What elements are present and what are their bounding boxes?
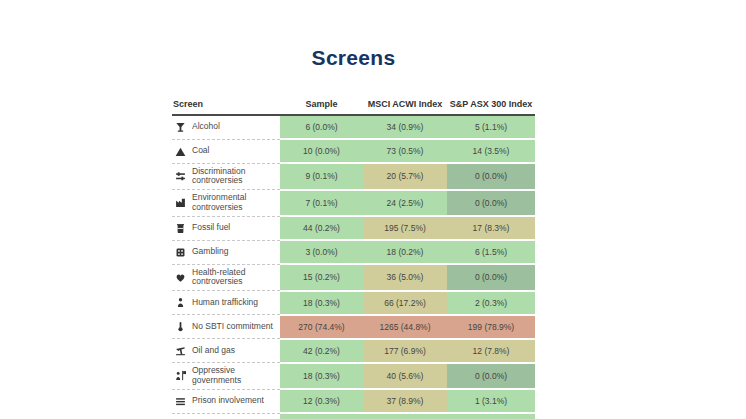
value-cell: 3 (0.2%) xyxy=(447,413,535,419)
table-row: Gambling 3 (0.0%)18 (0.2%)6 (1.5%) xyxy=(172,240,535,264)
screen-label: Oil and gas xyxy=(192,346,235,356)
value-cell: 0 (0.0%) xyxy=(447,190,535,217)
value-cell: 18 (0.3%) xyxy=(280,363,363,390)
screen-label: Human trafficking xyxy=(192,298,258,308)
value-cell: 18 (0.2%) xyxy=(363,240,447,264)
value-cell: 0 (0.0%) xyxy=(447,163,535,190)
screen-label: Fossil fuel xyxy=(192,223,230,233)
screen-label-cell: Human trafficking xyxy=(172,291,280,315)
screen-label: Alcohol xyxy=(192,122,220,132)
table-row: Fossil fuel 44 (0.2%)195 (7.5%)17 (8.3%) xyxy=(172,216,535,240)
value-cell: 66 (17.2%) xyxy=(363,291,447,315)
page-title: Screens xyxy=(172,46,535,70)
value-cell: 12 (0.3%) xyxy=(280,389,363,413)
screen-label-cell: Prison involvement xyxy=(172,389,280,413)
value-cell: 44 (0.2%) xyxy=(280,216,363,240)
value-cell: 12 (7.8%) xyxy=(447,339,535,363)
table-row: Alcohol 6 (0.0%)34 (0.9%)5 (1.1%) xyxy=(172,115,535,139)
screen-label: Health-related controversies xyxy=(192,268,278,288)
prison-bars-icon xyxy=(175,396,186,407)
value-cell: 36 (5.0%) xyxy=(363,264,447,291)
value-cell: 13 (0.8%) xyxy=(363,413,447,419)
table-row: Coal 10 (0.0%)73 (0.5%)14 (3.5%) xyxy=(172,139,535,163)
screen-label: Oppressive governments xyxy=(192,366,278,386)
value-cell: 3 (0.0%) xyxy=(280,240,363,264)
screen-label-cell: Oil and gas xyxy=(172,339,280,363)
factory-icon xyxy=(175,197,186,208)
value-cell: 6 (0.0%) xyxy=(280,115,363,139)
sliders-icon xyxy=(175,171,186,182)
value-cell: 18 (0.3%) xyxy=(280,291,363,315)
table-row: Prison involvement 12 (0.3%)37 (8.9%)1 (3… xyxy=(172,389,535,413)
value-cell: 14 (3.5%) xyxy=(447,139,535,163)
report-section: Screens Screen Sample MSCI ACWI Index S&… xyxy=(172,46,535,419)
oil-barrel-icon xyxy=(175,223,186,234)
screen-label-cell: No SBTI commitment xyxy=(172,315,280,339)
screen-label: Gambling xyxy=(192,247,228,257)
value-cell: 199 (78.9%) xyxy=(447,315,535,339)
screen-label-cell: Oppressive governments xyxy=(172,363,280,390)
screen-label-cell: Tobacco xyxy=(172,413,280,419)
mountain-icon xyxy=(175,146,186,157)
value-cell: 270 (74.4%) xyxy=(280,315,363,339)
person-icon xyxy=(175,297,186,308)
value-cell: 17 (8.3%) xyxy=(447,216,535,240)
value-cell: 15 (0.2%) xyxy=(280,264,363,291)
value-cell: 42 (0.2%) xyxy=(280,339,363,363)
value-cell: 0 (0.0%) xyxy=(447,264,535,291)
value-cell: 10 (0.0%) xyxy=(280,139,363,163)
table-row: Health-related controversies15 (0.2%)36 … xyxy=(172,264,535,291)
person-flag-icon xyxy=(175,370,186,381)
value-cell: 0 (0.0%) xyxy=(447,363,535,390)
value-cell: 7 (0.1%) xyxy=(280,190,363,217)
value-cell: 34 (0.9%) xyxy=(363,115,447,139)
dice-icon xyxy=(175,247,186,258)
screen-label-cell: Health-related controversies xyxy=(172,264,280,291)
value-cell: 6 (1.5%) xyxy=(447,240,535,264)
thermometer-icon xyxy=(175,321,186,332)
value-cell: 5 (1.1%) xyxy=(447,115,535,139)
value-cell: 37 (8.9%) xyxy=(363,389,447,413)
screen-label-cell: Coal xyxy=(172,139,280,163)
pump-jack-icon xyxy=(175,345,186,356)
table-row: Oil and gas 42 (0.2%)177 (6.9%)12 (7.8%) xyxy=(172,339,535,363)
table-row: Oppressive governments18 (0.3%)40 (5.6%)… xyxy=(172,363,535,390)
table-row: Tobacco2 (0.0%)13 (0.8%)3 (0.2%) xyxy=(172,413,535,419)
heart-icon xyxy=(175,272,186,283)
value-cell: 24 (2.5%) xyxy=(363,190,447,217)
screens-table: Screen Sample MSCI ACWI Index S&P ASX 30… xyxy=(172,99,535,419)
value-cell: 2 (0.0%) xyxy=(280,413,363,419)
value-cell: 20 (5.7%) xyxy=(363,163,447,190)
table-row: No SBTI commitment 270 (74.4%)1265 (44.8%… xyxy=(172,315,535,339)
value-cell: 177 (6.9%) xyxy=(363,339,447,363)
value-cell: 1 (3.1%) xyxy=(447,389,535,413)
screen-label: Coal xyxy=(192,146,209,156)
screen-label-cell: Gambling xyxy=(172,240,280,264)
value-cell: 40 (5.6%) xyxy=(363,363,447,390)
value-cell: 2 (0.3%) xyxy=(447,291,535,315)
column-header-sp-asx-300: S&P ASX 300 Index xyxy=(447,99,535,115)
value-cell: 73 (0.5%) xyxy=(363,139,447,163)
screen-label: Environmental controversies xyxy=(192,193,278,213)
table-row: Environmental controversies7 (0.1%)24 (2… xyxy=(172,190,535,217)
screen-label-cell: Discrimination controversies xyxy=(172,163,280,190)
screen-label: Discrimination controversies xyxy=(192,167,278,187)
cocktail-icon xyxy=(175,122,186,133)
screen-label: No SBTI commitment xyxy=(192,322,273,332)
screen-label: Prison involvement xyxy=(192,396,264,406)
screen-label-cell: Alcohol xyxy=(172,115,280,139)
screen-label-cell: Fossil fuel xyxy=(172,216,280,240)
table-row: Human trafficking 18 (0.3%)66 (17.2%)2 (0… xyxy=(172,291,535,315)
value-cell: 1265 (44.8%) xyxy=(363,315,447,339)
column-header-screen: Screen xyxy=(172,99,280,115)
value-cell: 195 (7.5%) xyxy=(363,216,447,240)
column-header-msci-acwi: MSCI ACWI Index xyxy=(363,99,447,115)
table-row: Discrimination controversies9 (0.1%)20 (… xyxy=(172,163,535,190)
table-header-row: Screen Sample MSCI ACWI Index S&P ASX 30… xyxy=(172,99,535,115)
column-header-sample: Sample xyxy=(280,99,363,115)
value-cell: 9 (0.1%) xyxy=(280,163,363,190)
screen-label-cell: Environmental controversies xyxy=(172,190,280,217)
